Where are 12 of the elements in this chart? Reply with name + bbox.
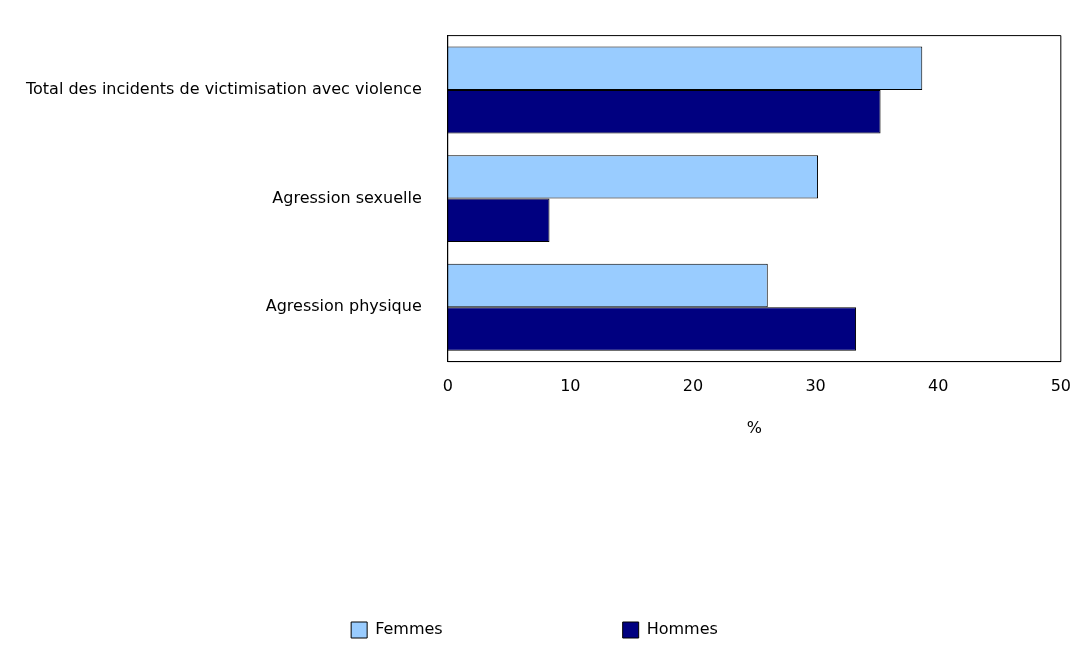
x-tick-label: 0 — [442, 376, 453, 396]
x-axis-title: % — [746, 417, 762, 437]
y-tick-label: Agression physique — [265, 296, 422, 316]
x-tick-label: 40 — [928, 376, 949, 396]
x-tick-label: 20 — [682, 376, 704, 396]
y-tick-label: Total des incidents de victimisation avec violence — [25, 79, 422, 99]
y-tick-label: Agression sexuelle — [272, 187, 422, 207]
x-tick-label: 30 — [805, 376, 826, 396]
x-tick-label: 50 — [1050, 376, 1071, 396]
x-tick-label: 10 — [560, 376, 581, 396]
legend-label: Femmes — [375, 619, 443, 639]
legend-label: Hommes — [646, 619, 718, 639]
